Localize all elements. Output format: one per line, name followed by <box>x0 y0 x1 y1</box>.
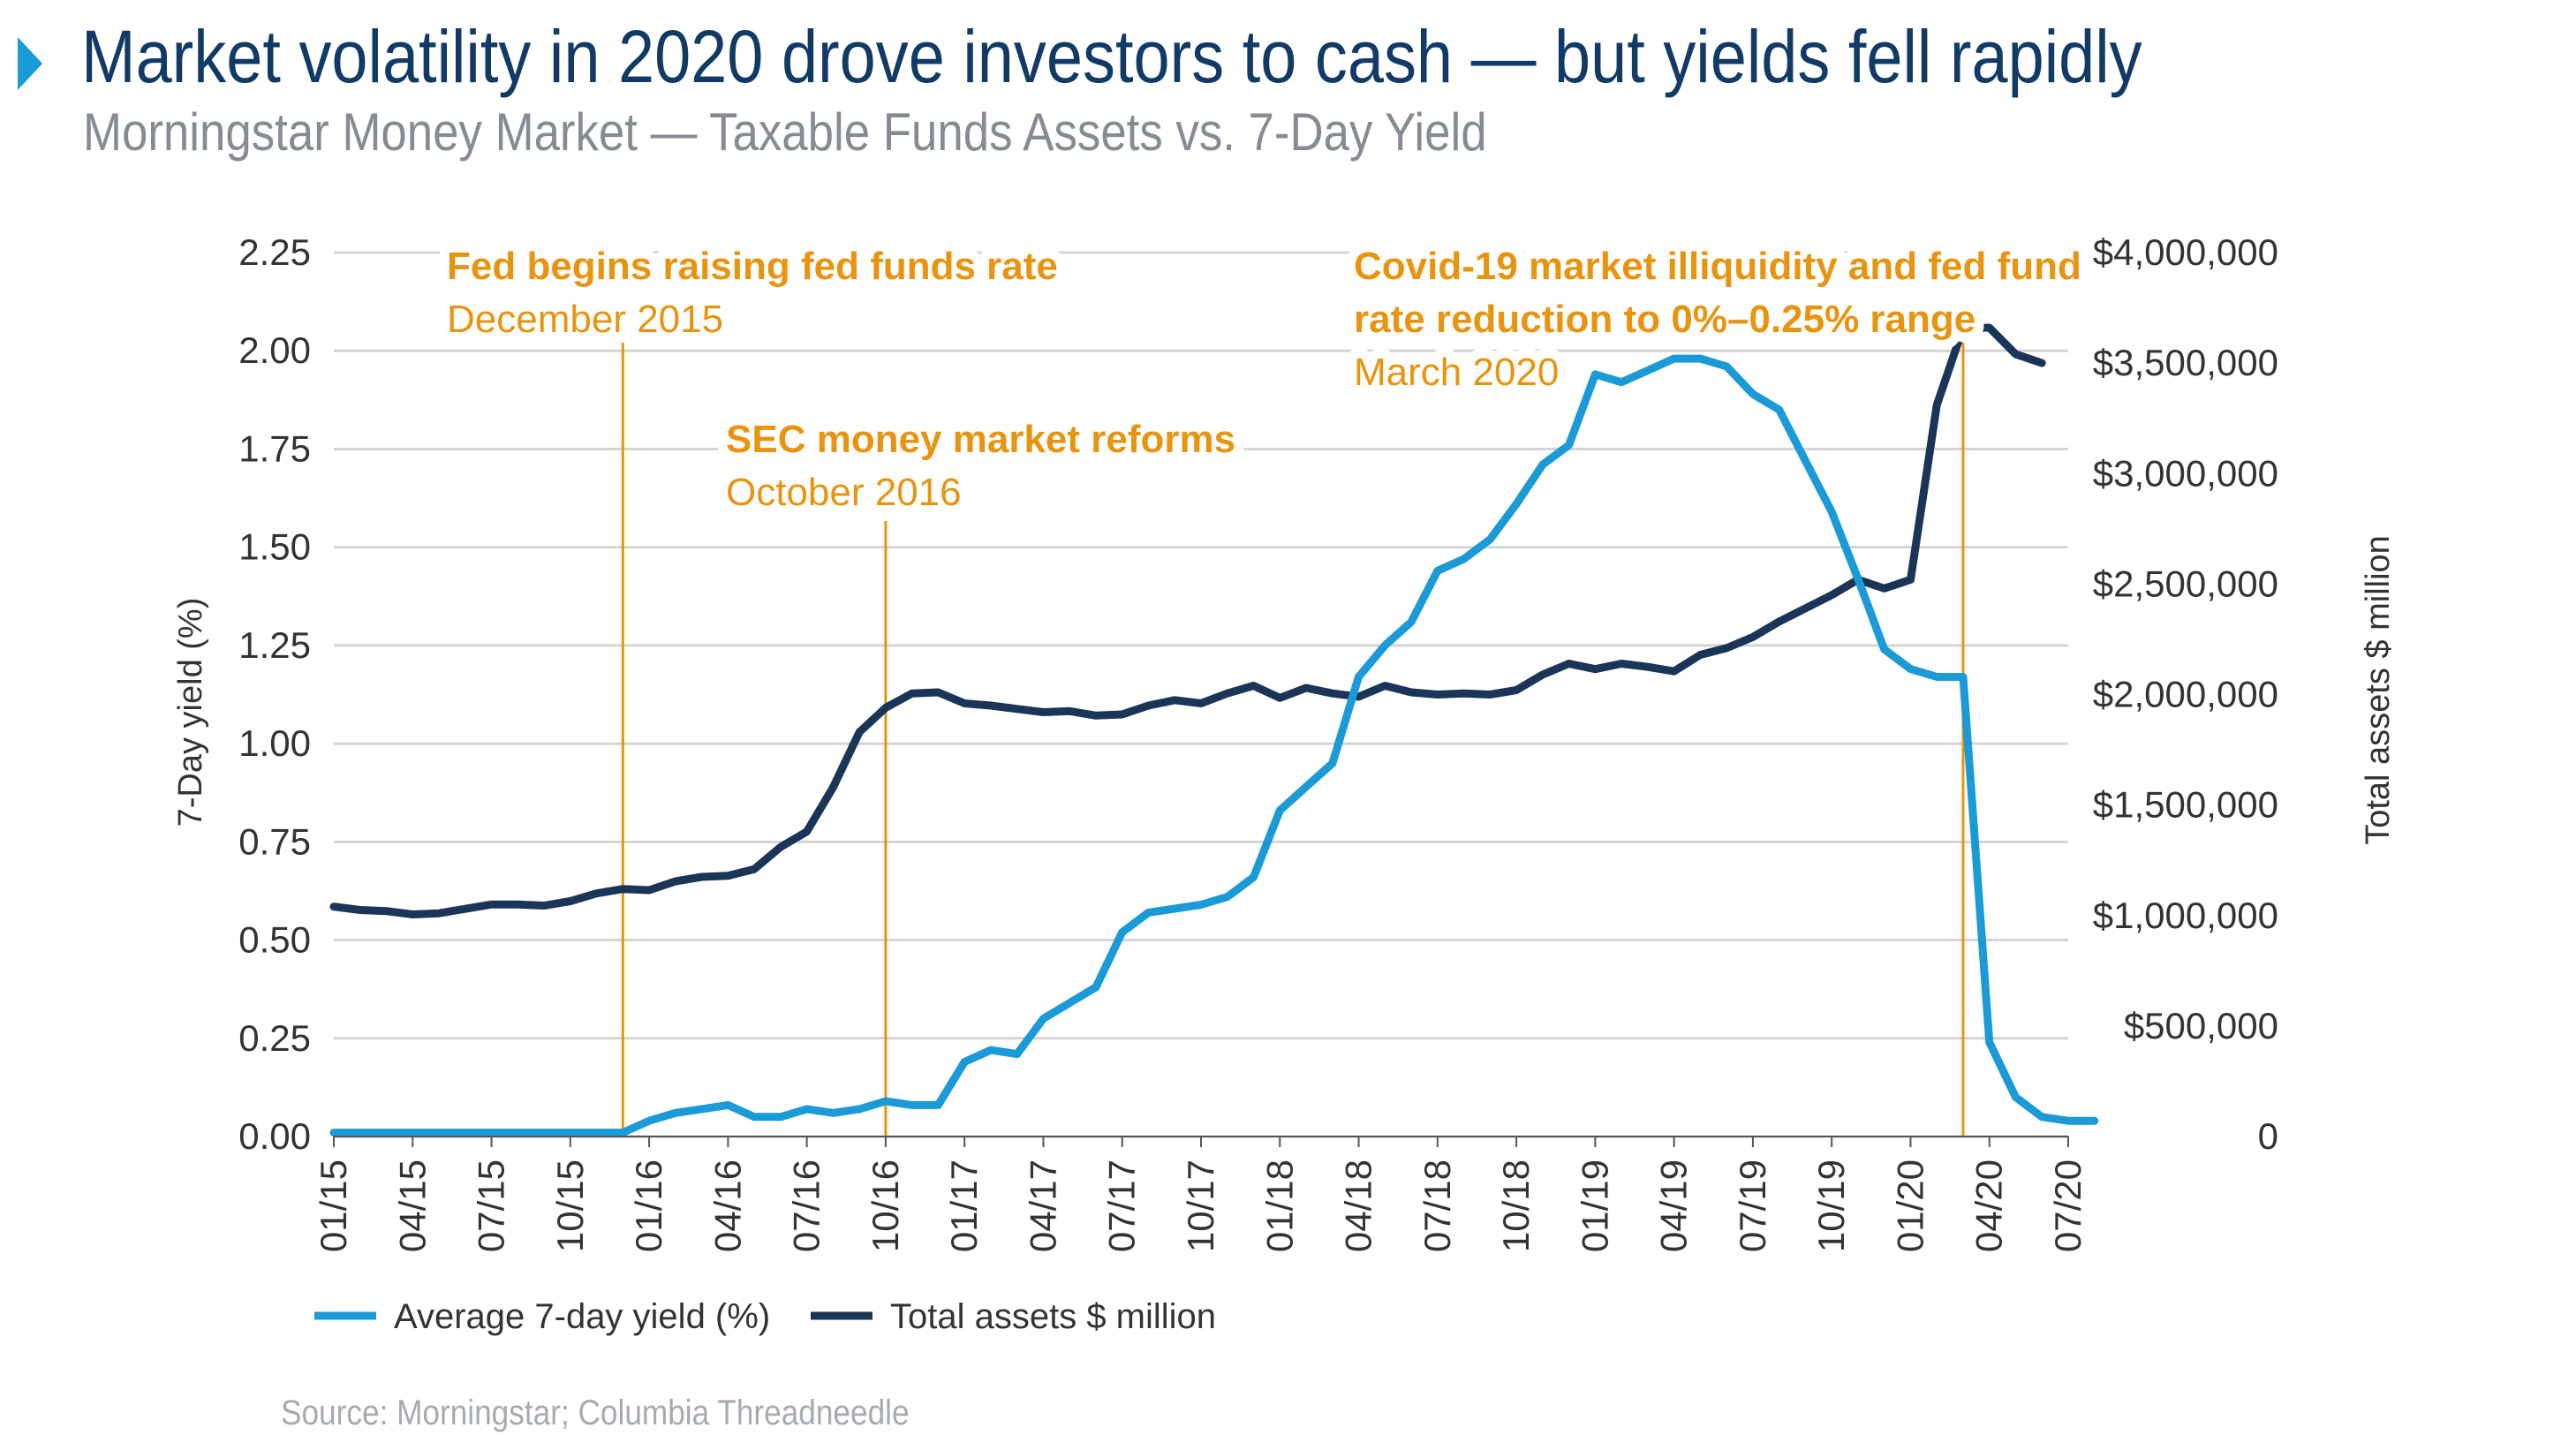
y2-tick-label: $1,000,000 <box>2093 895 2278 936</box>
x-tick-label: 04/16 <box>706 1159 748 1252</box>
annotation-label: Covid-19 market illiquidity and fed fund <box>1354 245 2081 288</box>
y2-tick-label: 0 <box>2258 1115 2278 1157</box>
annotation-date: December 2015 <box>447 298 723 341</box>
x-tick-label: 10/16 <box>865 1159 906 1252</box>
series-line-total-assets <box>329 323 2046 918</box>
x-tick-label: 07/17 <box>1101 1159 1143 1252</box>
x-tick-label: 04/19 <box>1653 1159 1695 1252</box>
y2-tick-label: $2,500,000 <box>2093 563 2278 604</box>
chart-subtitle: Morningstar Money Market — Taxable Funds… <box>83 102 1487 162</box>
annotation-date: October 2016 <box>726 471 962 514</box>
x-tick-label: 07/20 <box>2047 1159 2089 1252</box>
annotation-lines <box>621 343 1965 1137</box>
legend-label-yield: Average 7-day yield (%) <box>394 1297 770 1336</box>
x-tick-label: 01/18 <box>1258 1159 1300 1252</box>
legend-label-assets: Total assets $ million <box>890 1297 1216 1336</box>
y-tick-label: 1.00 <box>238 722 311 764</box>
y-tick-label: 0.75 <box>238 820 311 862</box>
y-axis-title: 7-Day yield (%) <box>172 598 209 827</box>
x-tick-label: 04/17 <box>1022 1159 1063 1252</box>
y2-tick-label: $500,000 <box>2124 1005 2278 1046</box>
chart-title: Market volatility in 2020 drove investor… <box>81 15 2142 98</box>
annotation-labels: Fed begins raising fed funds rate Decembe… <box>437 235 2091 524</box>
y-tick-label: 2.25 <box>238 231 311 273</box>
y-tick-label: 1.25 <box>238 624 311 666</box>
y-tick-label: 1.75 <box>238 427 311 469</box>
x-tick-label: 07/15 <box>471 1159 512 1252</box>
y2-tick-label: $3,500,000 <box>2093 342 2278 383</box>
x-tick-label: 10/17 <box>1180 1159 1221 1252</box>
annotation-label: Fed begins raising fed funds rate <box>447 245 1058 288</box>
gridlines <box>334 251 2068 1138</box>
series-line-average-yield <box>329 354 2099 1137</box>
x-tick-label: 04/20 <box>1968 1159 2010 1252</box>
annotation-date: March 2020 <box>1354 351 1559 394</box>
axes: 0.00 0.25 0.50 0.75 1.00 1.25 1.50 1.75 2.00 2.25… <box>172 231 2397 1252</box>
x-tick-label: 01/15 <box>313 1159 354 1252</box>
x-tick-label: 04/18 <box>1338 1159 1379 1252</box>
legend: Average 7-day yield (%) Total assets $ mi… <box>314 1297 1216 1336</box>
chart-header: Market volatility in 2020 drove investor… <box>0 0 2576 177</box>
annotation-label: SEC money market reforms <box>726 418 1235 461</box>
y-tick-label: 0.00 <box>238 1115 311 1157</box>
x-tick-label: 01/16 <box>628 1159 669 1252</box>
x-tick-label: 01/17 <box>943 1159 985 1252</box>
x-tick-label: 10/18 <box>1495 1159 1537 1252</box>
y2-tick-label: $3,000,000 <box>2093 452 2278 494</box>
y2-tick-label: $4,000,000 <box>2093 231 2278 273</box>
x-tick-label: 10/15 <box>549 1159 591 1252</box>
x-tick-label: 10/19 <box>1810 1159 1852 1252</box>
annotation-label: rate reduction to 0%–0.25% range <box>1354 298 1975 341</box>
y-tick-label: 0.25 <box>238 1017 311 1059</box>
x-tick-label: 04/15 <box>391 1159 433 1252</box>
x-tick-label: 01/19 <box>1574 1159 1615 1252</box>
y2-tick-label: $2,000,000 <box>2093 674 2278 715</box>
y2-axis-title: Total assets $ million <box>2360 535 2397 845</box>
source-note: Source: Morningstar; Columbia Threadneed… <box>281 1393 910 1432</box>
y-tick-label: 1.50 <box>238 526 311 568</box>
x-tick-label: 07/16 <box>786 1159 827 1252</box>
title-arrow-icon <box>18 37 42 90</box>
y-tick-label: 2.00 <box>238 329 311 371</box>
x-tick-label: 07/19 <box>1732 1159 1773 1252</box>
x-tick-label: 01/20 <box>1889 1159 1930 1252</box>
y-tick-label: 0.50 <box>238 919 311 961</box>
x-tick-label: 07/18 <box>1416 1159 1458 1252</box>
y2-tick-label: $1,500,000 <box>2093 784 2278 826</box>
series-lines <box>329 323 2099 1137</box>
